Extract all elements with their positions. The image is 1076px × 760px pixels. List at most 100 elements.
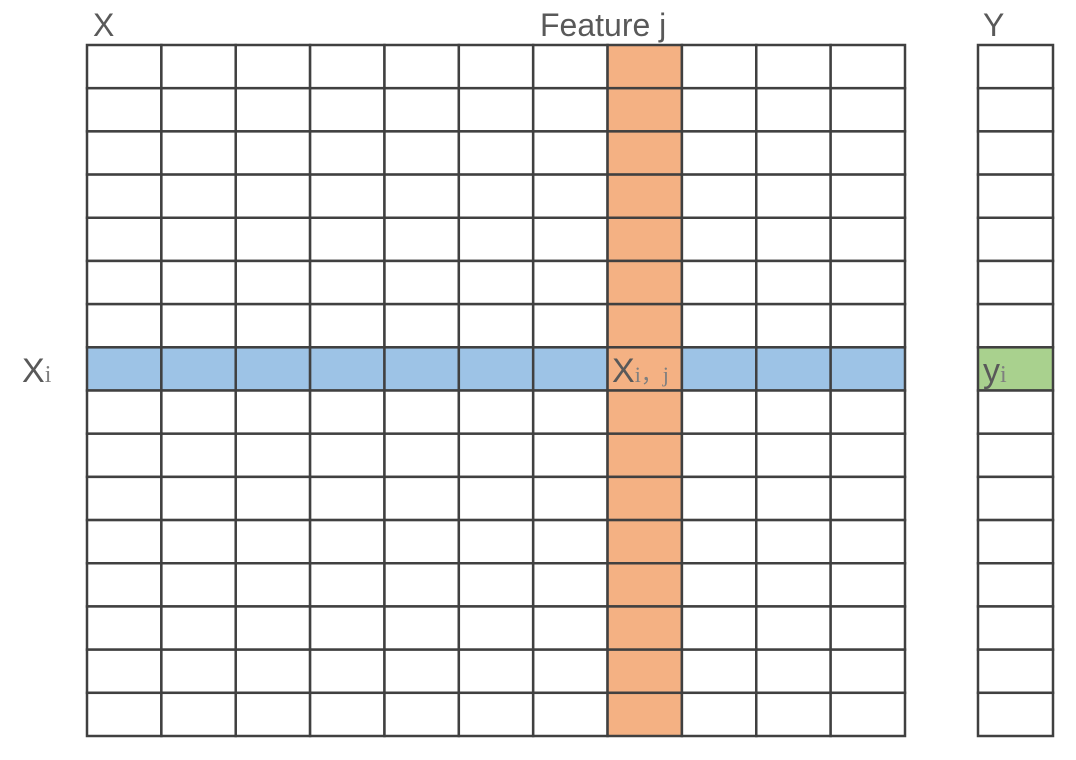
cell-label-subscript: i，j: [635, 362, 669, 387]
x-matrix-cell: [308, 432, 386, 479]
y-vector-cell: [976, 130, 1055, 176]
x-matrix-cell: [680, 86, 758, 133]
x-matrix-cell: [755, 43, 832, 90]
x-matrix-cell: [755, 86, 832, 133]
x-matrix-cell-feature-j: [606, 389, 684, 435]
x-matrix-cell-feature-j: [606, 562, 684, 608]
x-matrix-cell-row-i: [383, 346, 461, 392]
x-matrix-cell: [457, 518, 535, 565]
x-matrix-cell: [755, 302, 832, 349]
x-matrix-cell: [383, 43, 461, 90]
x-matrix-cell: [531, 691, 609, 738]
x-matrix-cell: [383, 302, 461, 349]
x-matrix-cell: [531, 130, 609, 176]
x-matrix-cell: [531, 43, 609, 90]
x-matrix-cell-row-i: [85, 346, 163, 392]
feature-column-label: Feature j: [540, 7, 666, 43]
y-vector-cell: [976, 389, 1055, 435]
x-matrix-cell-row-i: [531, 346, 609, 392]
cell-label-xij: Xi，j: [612, 352, 669, 390]
x-matrix-cell: [755, 475, 832, 522]
x-matrix-cell: [308, 691, 386, 738]
x-matrix-cell: [85, 475, 163, 522]
x-matrix-cell: [160, 302, 237, 349]
x-matrix-cell: [160, 130, 237, 176]
x-matrix-cell: [755, 518, 832, 565]
y-vector-cell: [976, 475, 1055, 522]
y-vector-cell: [976, 691, 1055, 738]
x-matrix-cell: [829, 216, 907, 263]
x-matrix-cell: [755, 605, 832, 651]
x-matrix-cell: [85, 605, 163, 651]
y-vector-title: Y: [983, 7, 1004, 43]
x-matrix-cell-feature-j: [606, 432, 684, 479]
x-matrix-cell: [531, 302, 609, 349]
x-matrix-cell: [160, 173, 237, 219]
x-matrix-cell: [383, 432, 461, 479]
x-matrix-cell: [531, 605, 609, 651]
x-matrix-cell: [308, 562, 386, 608]
x-matrix-cell: [308, 648, 386, 695]
x-matrix-cell: [383, 130, 461, 176]
x-matrix-cell-row-i: [160, 346, 237, 392]
y-vector-cell: [976, 216, 1055, 263]
x-matrix-cell-feature-j: [606, 691, 684, 738]
x-matrix-cell: [234, 389, 312, 435]
x-matrix-cell: [531, 259, 609, 306]
y-cell-label-subscript: i: [1000, 362, 1007, 388]
x-matrix-cell: [383, 259, 461, 306]
x-matrix-cell: [755, 648, 832, 695]
x-matrix-cell: [755, 691, 832, 738]
x-matrix-cell: [829, 562, 907, 608]
x-matrix-cell: [308, 389, 386, 435]
x-matrix-cell: [383, 475, 461, 522]
row-label-main: X: [22, 352, 45, 390]
x-matrix-cell: [160, 648, 237, 695]
x-matrix-cell: [531, 216, 609, 263]
y-vector-cell: [976, 605, 1055, 651]
x-matrix-cell-feature-j: [606, 259, 684, 306]
x-matrix-cell: [308, 130, 386, 176]
y-vector-cell: [976, 518, 1055, 565]
x-matrix-cell: [160, 389, 237, 435]
y-cell-label-main: y: [983, 352, 1000, 390]
x-matrix-cell: [234, 605, 312, 651]
x-matrix-cell: [383, 86, 461, 133]
x-matrix-cell: [234, 43, 312, 90]
x-matrix-cell: [680, 259, 758, 306]
x-matrix-cell-row-i: [234, 346, 312, 392]
x-matrix-cell: [680, 562, 758, 608]
x-matrix-cell: [531, 173, 609, 219]
x-matrix-cell: [457, 302, 535, 349]
x-matrix-cell: [160, 562, 237, 608]
x-matrix-cell: [234, 432, 312, 479]
x-matrix-cell: [680, 130, 758, 176]
x-matrix-cell: [457, 562, 535, 608]
x-matrix-cell: [234, 562, 312, 608]
x-matrix-cell: [383, 518, 461, 565]
x-matrix-cell: [531, 475, 609, 522]
x-matrix-cell: [457, 691, 535, 738]
x-matrix-cell: [755, 173, 832, 219]
x-matrix-cell: [457, 130, 535, 176]
x-matrix-cell: [829, 43, 907, 90]
x-matrix-cell: [829, 302, 907, 349]
x-matrix-cell: [234, 302, 312, 349]
x-matrix-cell: [308, 518, 386, 565]
x-matrix-cell: [680, 216, 758, 263]
x-matrix-cell: [308, 173, 386, 219]
x-matrix-cell-feature-j: [606, 216, 684, 263]
x-matrix-cell: [85, 216, 163, 263]
x-matrix-cell: [383, 216, 461, 263]
x-matrix-cell: [457, 43, 535, 90]
x-matrix-cell: [308, 259, 386, 306]
y-vector-cell: [976, 302, 1055, 349]
x-matrix-cell-feature-j: [606, 130, 684, 176]
x-matrix-cell: [308, 216, 386, 263]
x-matrix-cell: [457, 216, 535, 263]
x-matrix-cell: [457, 432, 535, 479]
x-matrix-cell: [829, 475, 907, 522]
x-matrix-cell: [234, 648, 312, 695]
x-matrix-cell: [755, 432, 832, 479]
